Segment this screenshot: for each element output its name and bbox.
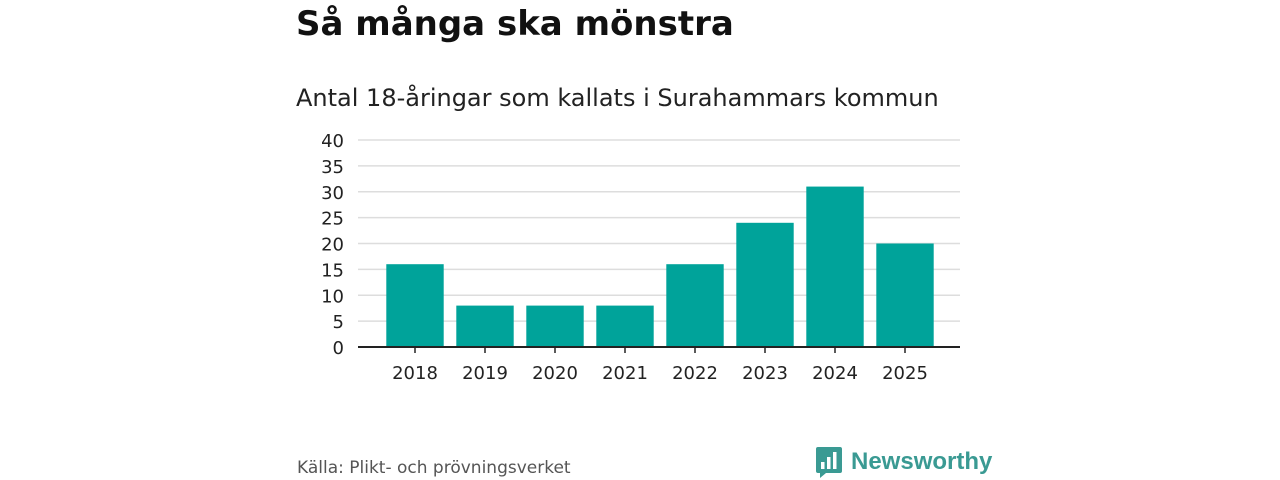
y-axis-tick-labels: 0 5 10 15 20 25 30 35 40 xyxy=(321,131,344,359)
bar-chart-speech-bubble-icon xyxy=(816,447,842,478)
source-note: Källa: Plikt- och prövningsverket xyxy=(297,458,571,478)
bar-2023 xyxy=(736,222,794,347)
x-tick-label: 2021 xyxy=(602,363,648,384)
bar-2020 xyxy=(526,305,584,347)
x-tick-label: 2025 xyxy=(882,363,928,384)
x-axis-tick-labels: 2018 2019 2020 2021 2022 2023 2024 2025 xyxy=(392,347,928,384)
bar-2019 xyxy=(456,305,514,347)
bar-2025 xyxy=(876,243,934,347)
brand-name: Newsworthy xyxy=(851,448,993,475)
x-tick-label: 2023 xyxy=(742,363,788,384)
bar-2022 xyxy=(666,264,724,347)
y-tick-label: 35 xyxy=(321,157,344,178)
y-tick-label: 30 xyxy=(321,183,344,204)
bar-2018 xyxy=(386,264,444,347)
chart-title: Så många ska mönstra xyxy=(296,4,734,44)
bar-2024 xyxy=(806,186,864,347)
x-tick-label: 2019 xyxy=(462,363,508,384)
y-tick-label: 0 xyxy=(333,338,344,359)
x-tick-label: 2022 xyxy=(672,363,718,384)
y-tick-label: 10 xyxy=(321,286,344,307)
y-tick-label: 40 xyxy=(321,131,344,152)
chart-subtitle: Antal 18-åringar som kallats i Surahamma… xyxy=(296,84,939,112)
x-tick-label: 2018 xyxy=(392,363,438,384)
x-tick-label: 2024 xyxy=(812,363,858,384)
brand-logo: Newsworthy xyxy=(815,446,992,478)
bars xyxy=(386,186,934,347)
y-tick-label: 5 xyxy=(333,312,344,333)
y-tick-label: 15 xyxy=(321,260,344,281)
y-tick-label: 20 xyxy=(321,235,344,256)
bar-2021 xyxy=(596,305,654,347)
grid-lines xyxy=(358,139,960,322)
x-tick-label: 2020 xyxy=(532,363,578,384)
y-tick-label: 25 xyxy=(321,209,344,230)
